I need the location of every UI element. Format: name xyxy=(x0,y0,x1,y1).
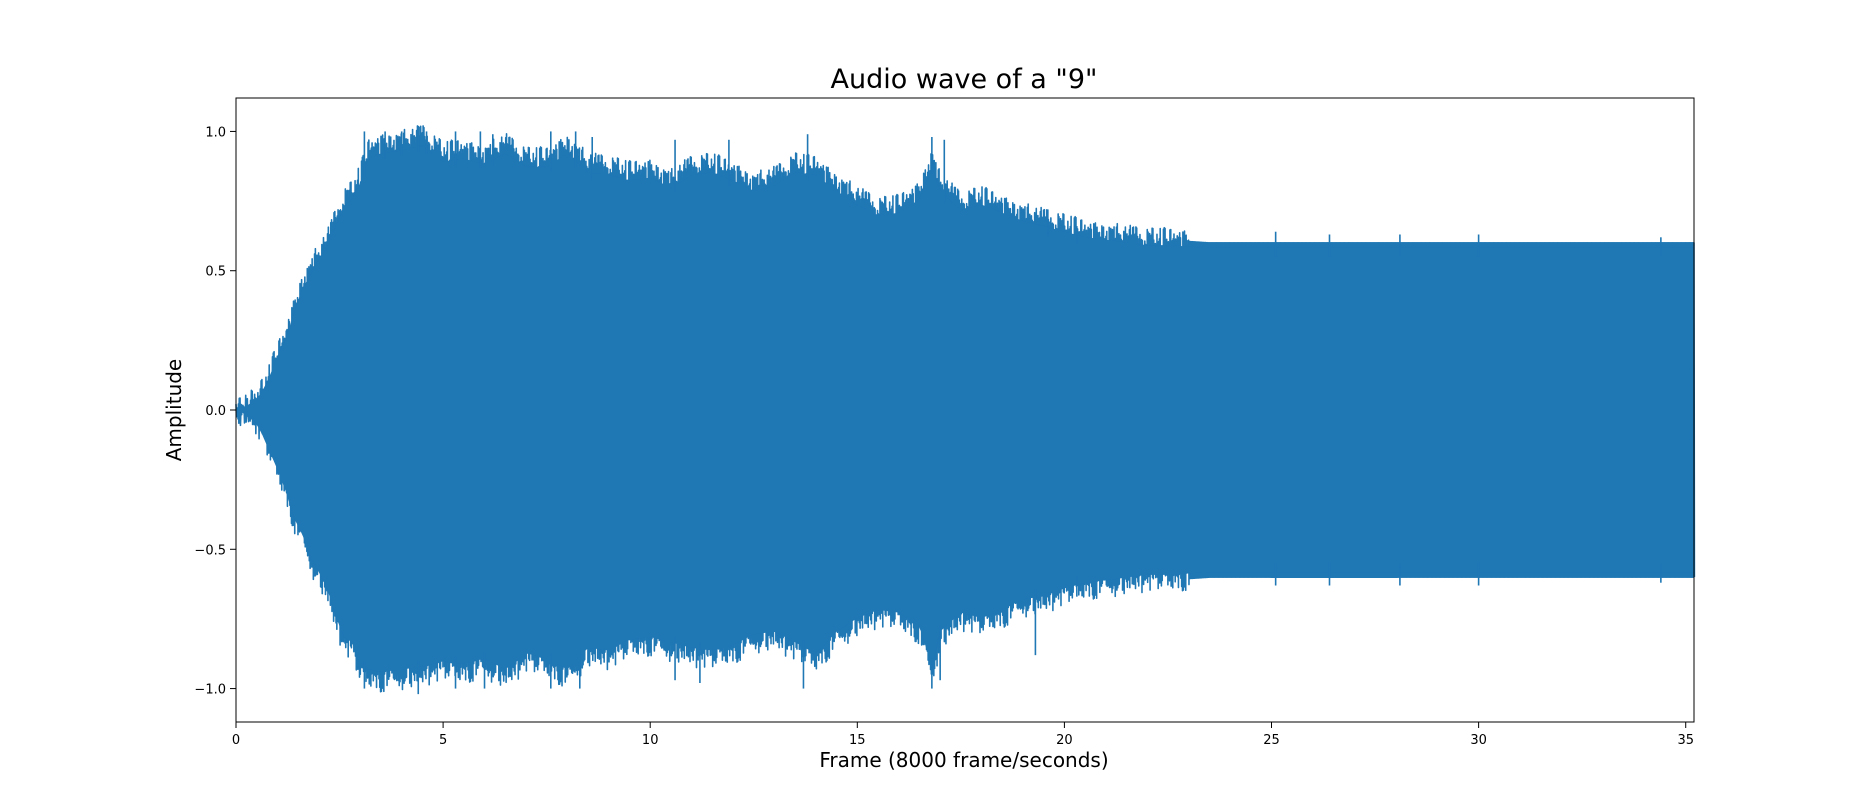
waveform-layer xyxy=(235,125,1696,695)
chart-title: Audio wave of a "9" xyxy=(831,64,1098,95)
plot-area xyxy=(235,97,1696,723)
x-axis-title: Frame (8000 frame/seconds) xyxy=(819,748,1108,772)
y-tick-label-4: 1.0 xyxy=(205,125,226,140)
y-axis-title: Amplitude xyxy=(162,359,186,462)
y-tick-label-3: 0.5 xyxy=(205,265,226,280)
x-tick-label-7: 35 xyxy=(1677,733,1694,748)
x-tick-label-6: 30 xyxy=(1470,733,1487,748)
x-tick-label-0: 0 xyxy=(232,733,240,748)
x-axis-ticks: 0 5 10 15 20 25 30 35 xyxy=(232,722,1694,748)
y-tick-label-2: 0.0 xyxy=(205,404,226,419)
x-tick-label-5: 25 xyxy=(1263,733,1280,748)
y-tick-label-0: −1.0 xyxy=(194,683,226,698)
y-axis-ticks: −1.0 −0.5 0.0 0.5 1.0 xyxy=(194,125,236,698)
y-tick-label-1: −0.5 xyxy=(194,543,226,558)
waveform-fill-0 xyxy=(236,145,1694,672)
x-tick-label-3: 15 xyxy=(849,733,866,748)
x-tick-label-1: 5 xyxy=(439,733,447,748)
x-tick-label-4: 20 xyxy=(1056,733,1073,748)
x-tick-label-2: 10 xyxy=(642,733,659,748)
